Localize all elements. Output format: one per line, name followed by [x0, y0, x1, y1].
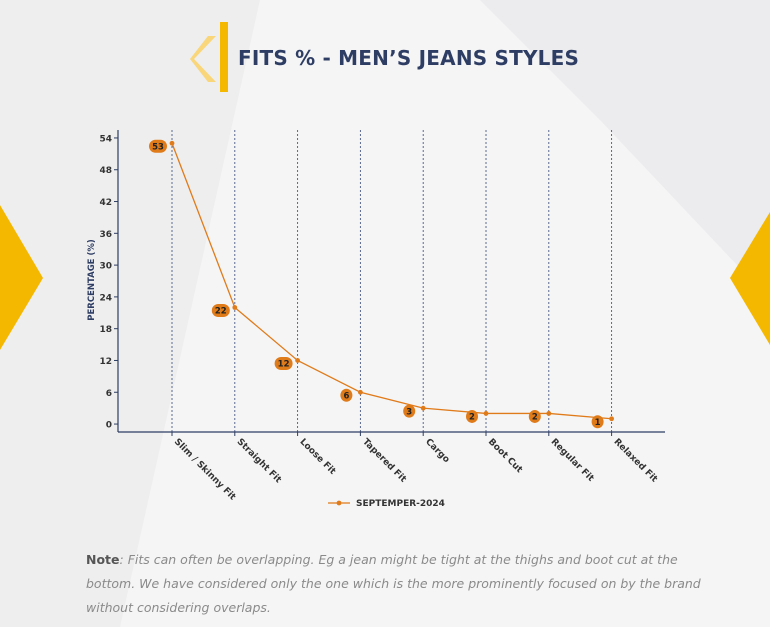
legend-marker	[336, 500, 342, 506]
data-label: 12	[278, 360, 290, 370]
data-point	[358, 389, 363, 395]
x-tick-label: Cargo	[423, 437, 451, 465]
data-label: 53	[152, 142, 164, 152]
data-point	[546, 411, 552, 416]
data-point	[169, 140, 175, 146]
right-chevron-decoration	[730, 212, 770, 345]
data-label: 3	[406, 407, 412, 417]
page-title: FITS % - MEN’S JEANS STYLES	[238, 46, 580, 70]
footnote: Note: Fits can often be overlapping. Eg …	[86, 548, 726, 620]
data-point	[420, 405, 426, 411]
y-tick-label: 12	[99, 357, 112, 367]
data-label-badge	[149, 139, 167, 153]
x-tick-label: Loose Fit	[297, 437, 337, 477]
x-tick-label: Boot Cut	[486, 437, 525, 476]
y-tick-label: 54	[99, 134, 112, 144]
y-tick-label: 30	[99, 262, 112, 272]
y-tick-label: 0	[106, 421, 112, 431]
title-accent-bar	[220, 22, 228, 92]
data-label-badge	[211, 303, 230, 317]
data-label: 1	[595, 418, 601, 428]
y-tick-label: 48	[99, 166, 112, 176]
note-label: Note	[86, 552, 120, 567]
data-label-badge	[274, 356, 293, 370]
left-chevron-decoration	[0, 205, 43, 350]
data-label: 2	[469, 413, 475, 423]
data-label-badge	[466, 409, 478, 423]
data-label-badge	[591, 415, 604, 429]
data-label-badge	[340, 388, 353, 402]
chart-series	[169, 140, 614, 422]
y-tick-label: 36	[99, 230, 112, 240]
chart-grid	[171, 130, 613, 432]
y-tick-label: 42	[99, 198, 112, 208]
x-tick-label: Tapered Fit	[360, 437, 408, 485]
note-text: : Fits can often be overlapping. Eg a je…	[86, 552, 701, 615]
data-label: 22	[215, 307, 227, 317]
data-point	[483, 411, 489, 416]
x-tick-label: Straight Fit	[235, 437, 284, 486]
x-tick-label: Relaxed Fit	[611, 437, 659, 485]
series-line	[171, 143, 612, 420]
data-point	[295, 358, 300, 363]
data-label-badge	[528, 409, 541, 423]
data-label: 6	[343, 391, 349, 401]
title-chevron-icon	[190, 36, 216, 82]
x-tick-label: Regular Fit	[549, 437, 596, 484]
chart-legend: SEPTEMPER-2024	[328, 499, 445, 509]
data-point	[232, 305, 238, 310]
data-label-badge	[403, 404, 416, 418]
x-tick-label: Slim / Skinny Fit	[172, 437, 238, 503]
data-point	[609, 416, 614, 422]
legend-label: SEPTEMPER-2024	[356, 499, 445, 509]
data-label: 2	[532, 413, 538, 423]
y-tick-label: 18	[99, 325, 112, 335]
y-tick-label: 24	[99, 293, 112, 303]
y-axis-label: PERCENTAGE (%)	[87, 239, 97, 321]
y-tick-label: 6	[106, 389, 112, 399]
